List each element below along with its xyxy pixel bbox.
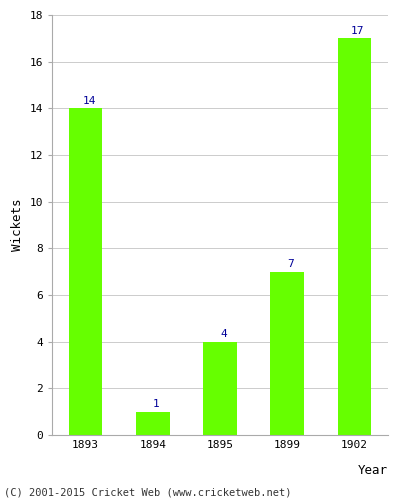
Bar [136,412,170,435]
Bar [203,342,237,435]
Text: 17: 17 [351,26,364,36]
Text: 4: 4 [220,330,227,340]
Text: (C) 2001-2015 Cricket Web (www.cricketweb.net): (C) 2001-2015 Cricket Web (www.cricketwe… [4,488,292,498]
Bar [338,38,371,435]
Text: 14: 14 [82,96,96,106]
Text: 7: 7 [287,260,294,270]
Text: Year: Year [358,464,388,477]
Text: 1: 1 [153,400,160,409]
Y-axis label: Wickets: Wickets [11,198,24,251]
Bar [69,108,102,435]
Bar [270,272,304,435]
